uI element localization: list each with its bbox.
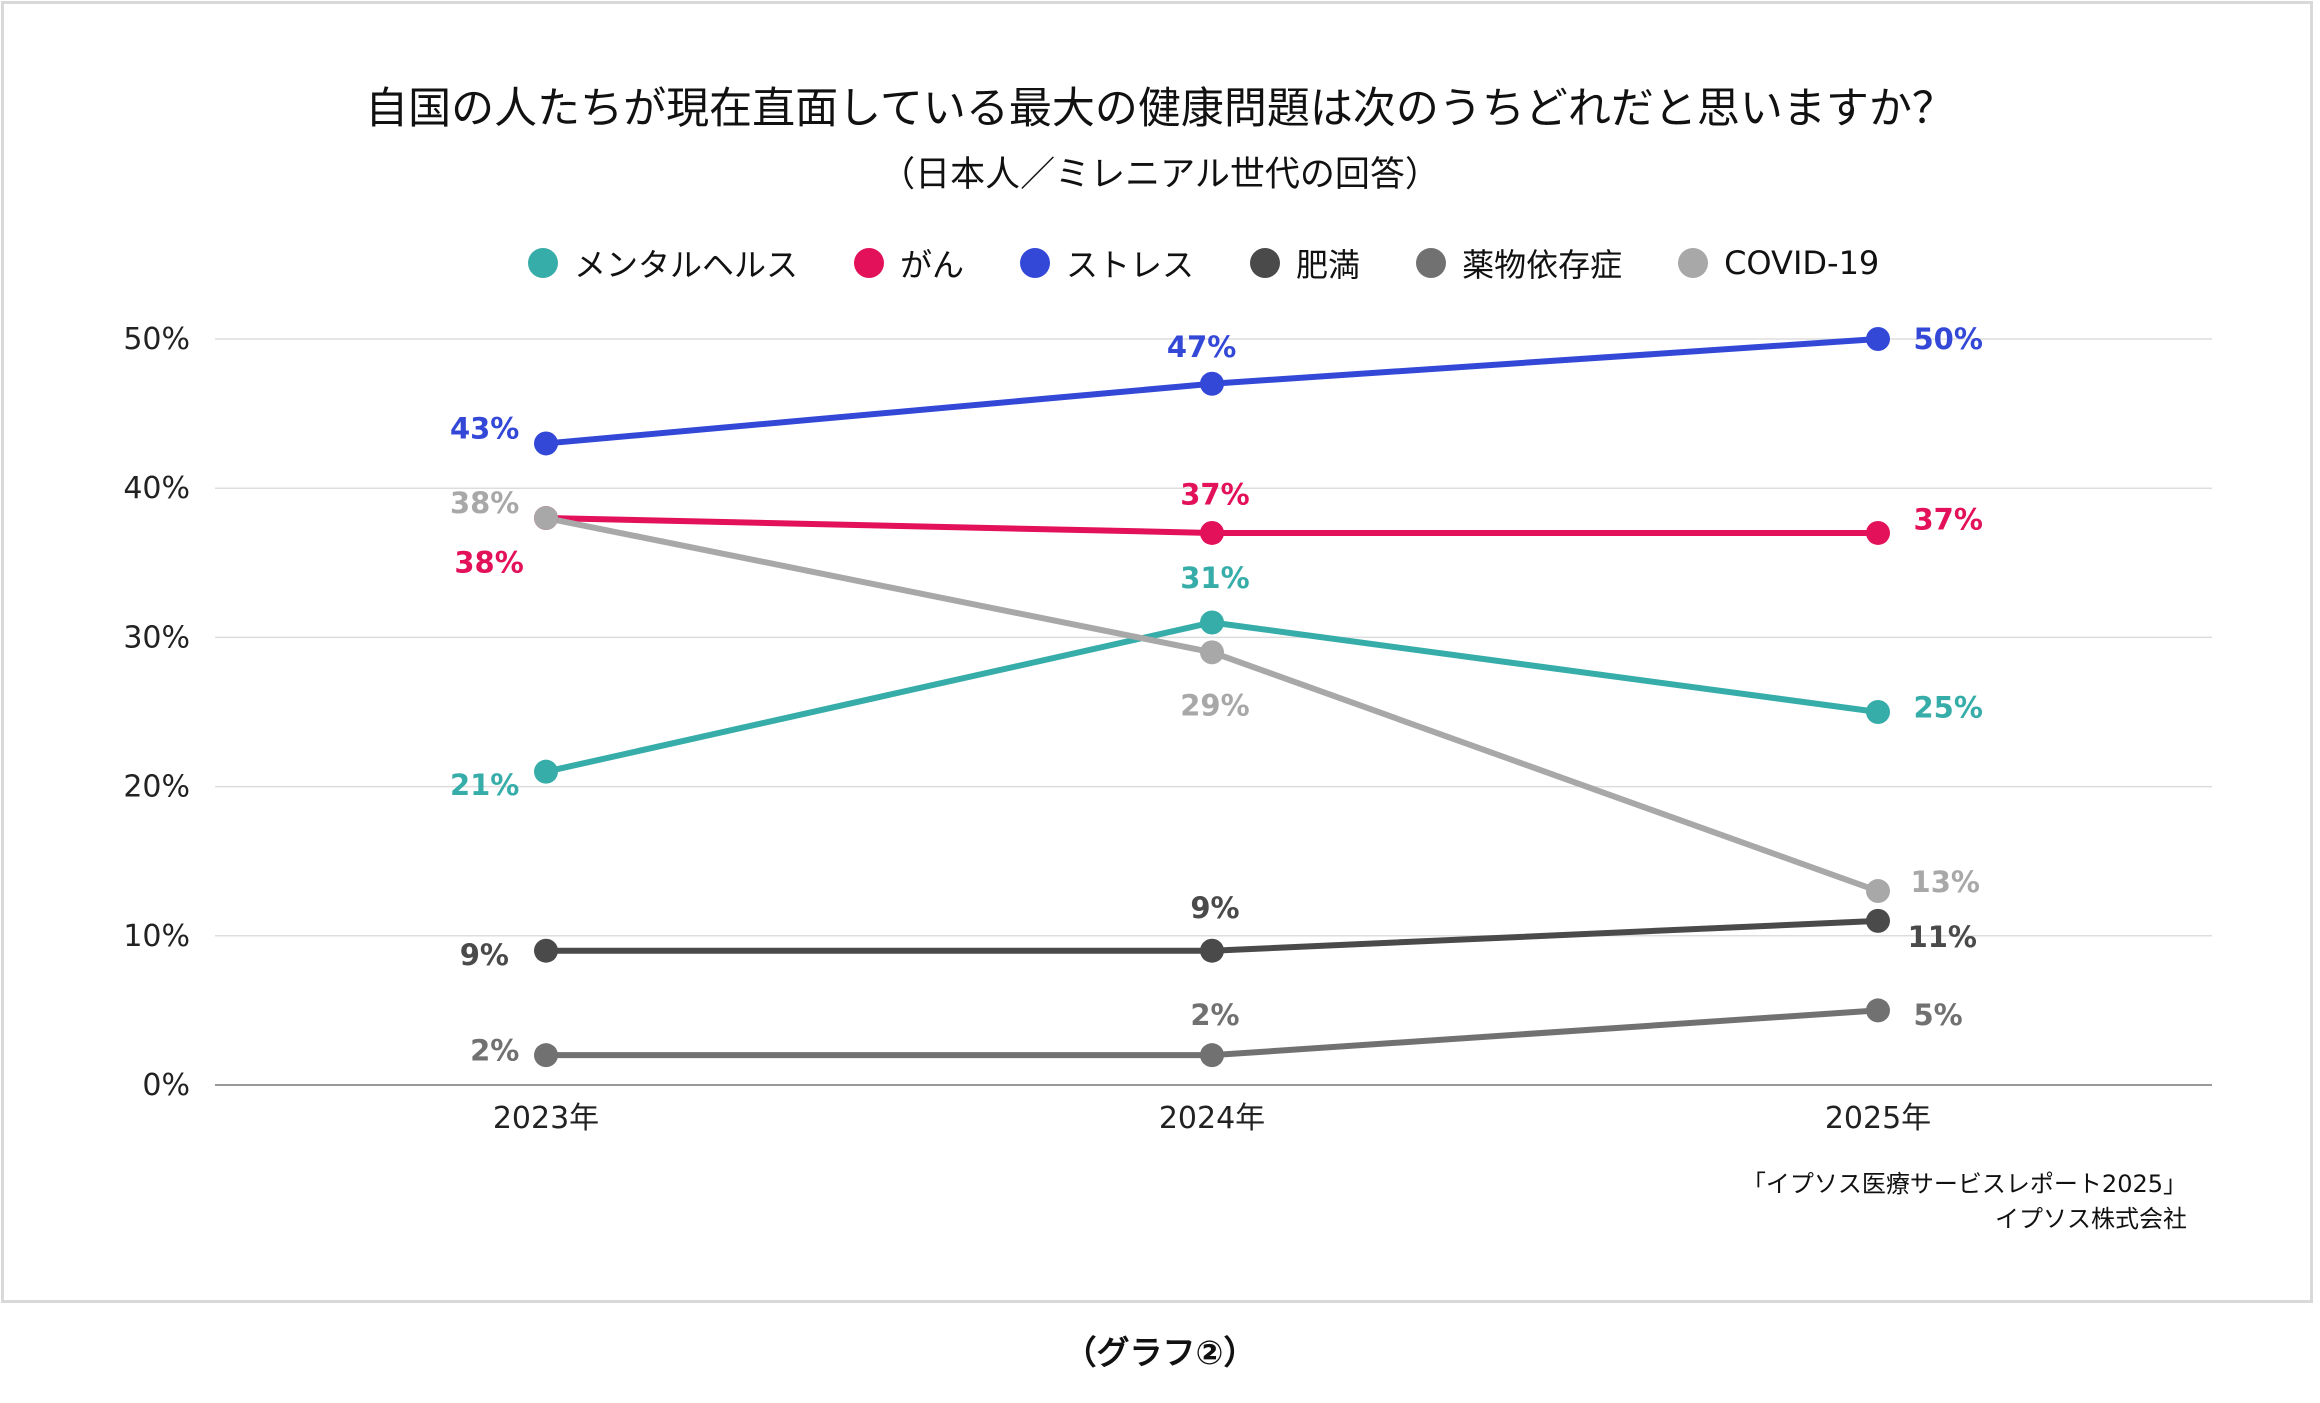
legend-item: 肥満 bbox=[1250, 240, 1360, 286]
data-point bbox=[1200, 371, 1224, 396]
chart-title: 自国の人たちが現在直面している最大の健康問題は次のうちどれだと思いますか？ bbox=[365, 84, 1955, 134]
data-point bbox=[1200, 938, 1224, 963]
legend-label: ストレス bbox=[1066, 246, 1195, 284]
legend-label: 薬物依存症 bbox=[1462, 246, 1623, 284]
source-report: 「イプソス医療サービスレポート2025」 bbox=[1741, 1170, 2187, 1198]
legend-item: 薬物依存症 bbox=[1416, 240, 1622, 286]
legend-label: メンタルヘルス bbox=[574, 246, 799, 284]
data-point bbox=[1200, 610, 1224, 635]
data-point bbox=[534, 431, 558, 456]
data-label: 21% bbox=[450, 768, 519, 802]
data-label: 5% bbox=[1914, 998, 1963, 1032]
chart-frame bbox=[1, 1, 2313, 1303]
data-label: 37% bbox=[1180, 477, 1249, 511]
legend-label: COVID-19 bbox=[1724, 244, 1880, 282]
chart-subtitle: （日本人／ミレニアル世代の回答） bbox=[880, 155, 1440, 195]
figure-caption: （グラフ②） bbox=[1063, 1333, 1257, 1372]
legend-marker-icon bbox=[528, 248, 558, 278]
legend-marker-icon bbox=[1020, 248, 1051, 278]
data-label: 25% bbox=[1914, 691, 1983, 725]
data-label: 9% bbox=[460, 938, 509, 972]
legend-marker-icon bbox=[854, 248, 885, 278]
data-point bbox=[1866, 998, 1890, 1023]
data-label: 37% bbox=[1914, 503, 1983, 537]
data-label: 29% bbox=[1180, 689, 1249, 723]
legend-marker-icon bbox=[1250, 248, 1281, 278]
data-point bbox=[1866, 327, 1890, 351]
data-label: 2% bbox=[470, 1034, 519, 1068]
data-point bbox=[534, 1043, 558, 1068]
data-label: 11% bbox=[1908, 920, 1977, 954]
data-label: 31% bbox=[1180, 561, 1249, 595]
legend: メンタルヘルス がん ストレス 肥満 薬物依存症 COVID-19 bbox=[528, 240, 1935, 286]
legend-label: がん bbox=[900, 246, 965, 284]
y-tick-label: 40% bbox=[123, 471, 190, 506]
source-company: イプソス株式会社 bbox=[1995, 1205, 2187, 1233]
legend-marker-icon bbox=[1678, 248, 1709, 278]
legend-label: 肥満 bbox=[1296, 246, 1361, 284]
data-point bbox=[1866, 700, 1890, 724]
data-point bbox=[1200, 1043, 1224, 1068]
legend-item: メンタルヘルス bbox=[528, 240, 798, 286]
data-point bbox=[1200, 640, 1224, 665]
y-tick-label: 10% bbox=[123, 919, 190, 954]
y-tick-label: 20% bbox=[123, 770, 190, 805]
data-point bbox=[534, 759, 558, 784]
data-label: 38% bbox=[454, 545, 523, 579]
data-label: 47% bbox=[1167, 330, 1236, 364]
x-tick-label: 2025年 bbox=[1825, 1101, 1931, 1136]
data-point bbox=[1866, 879, 1890, 904]
y-tick-label: 0% bbox=[142, 1068, 190, 1103]
legend-marker-icon bbox=[1416, 248, 1447, 278]
legend-item: がん bbox=[854, 240, 964, 286]
data-label: 50% bbox=[1914, 322, 1983, 356]
data-label: 13% bbox=[1911, 865, 1980, 899]
data-point bbox=[534, 506, 558, 531]
data-point bbox=[1866, 520, 1890, 545]
data-label: 9% bbox=[1190, 891, 1239, 925]
data-point bbox=[1866, 908, 1890, 933]
data-point bbox=[534, 938, 558, 963]
data-label: 43% bbox=[450, 412, 519, 446]
y-tick-label: 50% bbox=[123, 322, 190, 357]
y-tick-label: 30% bbox=[123, 620, 190, 655]
legend-item: COVID-19 bbox=[1678, 244, 1879, 282]
data-label: 2% bbox=[1190, 998, 1239, 1032]
x-tick-label: 2024年 bbox=[1159, 1101, 1265, 1136]
data-label: 38% bbox=[450, 486, 519, 520]
legend-item: ストレス bbox=[1020, 240, 1194, 286]
x-tick-label: 2023年 bbox=[493, 1101, 599, 1136]
data-point bbox=[1200, 520, 1224, 545]
